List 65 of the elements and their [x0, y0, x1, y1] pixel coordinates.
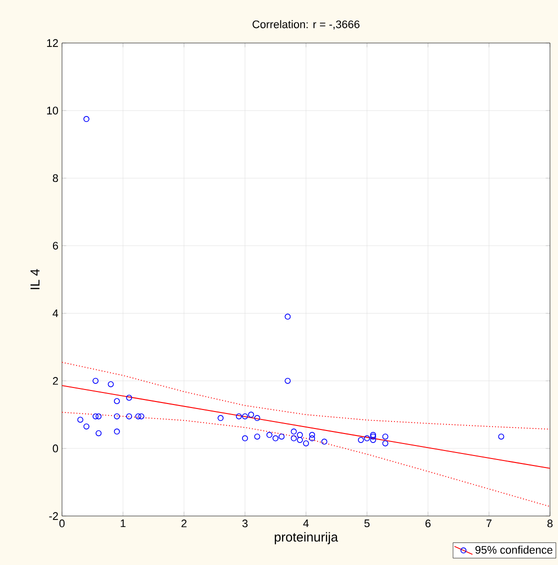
y-tick-label: 4	[52, 310, 58, 318]
point	[96, 430, 102, 436]
point	[236, 413, 242, 420]
point	[309, 432, 316, 438]
point	[77, 416, 84, 423]
point	[254, 434, 260, 440]
point	[370, 434, 376, 440]
point	[498, 434, 504, 440]
point	[370, 432, 376, 438]
point	[309, 435, 316, 442]
point	[242, 435, 248, 442]
point	[108, 381, 114, 388]
point	[321, 438, 328, 445]
x-tick-label: 2	[182, 520, 186, 528]
point	[278, 434, 285, 440]
point	[296, 436, 303, 443]
point	[126, 394, 132, 401]
legend-label: 95% confidence	[475, 546, 552, 554]
y-tick-label: 0	[52, 444, 58, 452]
point	[284, 314, 291, 320]
point	[96, 413, 102, 420]
y-axis-title: IL 4	[30, 269, 40, 290]
point	[382, 440, 388, 446]
x-tick-label: 3	[242, 520, 248, 528]
point	[126, 413, 132, 420]
point	[382, 434, 388, 440]
point	[296, 432, 303, 438]
y-tick-label: 12	[47, 39, 58, 47]
point	[266, 432, 272, 438]
point	[248, 412, 254, 418]
x-tick-label: 8	[547, 520, 553, 528]
y-tick-label: 10	[47, 106, 58, 114]
point	[114, 428, 120, 435]
chart-title: Correlation: r = -,3666	[252, 20, 360, 30]
y-tick-label: 8	[52, 174, 58, 182]
point	[284, 378, 291, 384]
x-tick-label: 1	[120, 520, 126, 528]
y-tick-label: 2	[52, 377, 58, 385]
x-tick-label: 5	[364, 520, 370, 528]
point	[254, 415, 260, 422]
point	[114, 398, 120, 404]
line-series	[62, 362, 550, 430]
point	[290, 435, 297, 442]
x-tick-label: 6	[426, 520, 431, 528]
point	[135, 413, 142, 420]
x-axis-title: proteinurija	[274, 532, 338, 544]
point	[114, 413, 120, 420]
point	[358, 436, 364, 443]
y-tick-label: 6	[52, 242, 58, 250]
point	[370, 436, 376, 443]
point	[364, 435, 370, 442]
point	[83, 423, 90, 430]
point	[92, 413, 99, 420]
x-tick-label: 7	[486, 520, 492, 528]
point	[218, 415, 224, 422]
x-tick-label: 0	[59, 520, 65, 528]
point	[303, 440, 309, 446]
y-tick-label: -2	[49, 512, 58, 520]
point	[83, 116, 90, 122]
point	[272, 435, 278, 442]
x-tick-label: 4	[303, 520, 309, 528]
point	[290, 428, 297, 435]
point	[92, 378, 99, 384]
point	[138, 413, 144, 420]
point	[242, 413, 248, 420]
